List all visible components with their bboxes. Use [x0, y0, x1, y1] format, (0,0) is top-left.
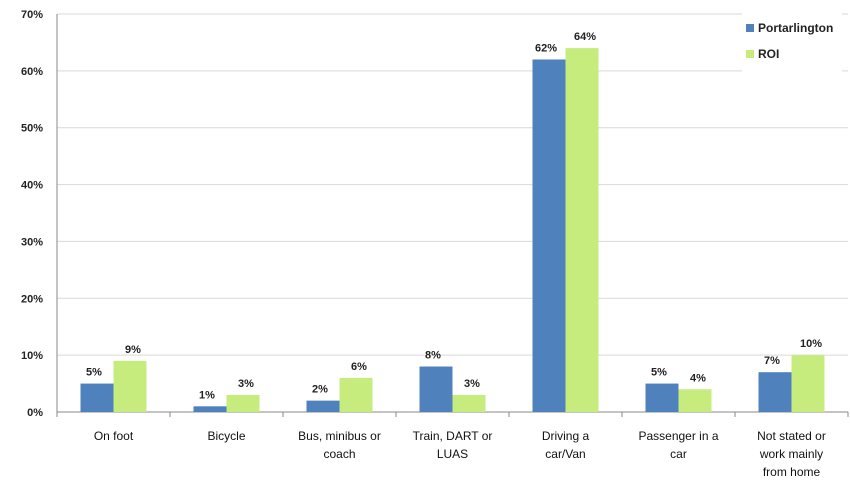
- bar-roi: [565, 48, 599, 412]
- data-label: 4%: [690, 372, 706, 384]
- y-tick-label: 0%: [27, 407, 43, 419]
- bar-roi: [226, 394, 260, 412]
- bar-roi: [339, 377, 373, 412]
- data-label: 5%: [651, 367, 667, 379]
- bar-portarlington: [758, 372, 792, 412]
- x-category-label: Driving a car/Van: [542, 429, 590, 461]
- y-tick-label: 50%: [21, 123, 43, 135]
- data-label: 64%: [574, 31, 596, 43]
- legend-label-portarlington: Portarlington: [758, 21, 834, 35]
- x-category-label: On foot: [94, 429, 134, 443]
- x-category-label: Train, DART or LUAS: [413, 429, 493, 461]
- y-tick-label: 10%: [21, 350, 43, 362]
- data-label: 3%: [464, 378, 480, 390]
- legend-item-roi: ROI: [746, 47, 779, 61]
- bar-portarlington: [419, 366, 453, 412]
- legend-swatch-roi: [746, 50, 754, 58]
- x-category-label: Not stated or work mainly from home: [757, 429, 826, 479]
- data-label: 62%: [535, 42, 557, 54]
- legend-item-portarlington: Portarlington: [746, 21, 833, 35]
- y-tick-label: 30%: [21, 236, 43, 248]
- y-tick-label: 40%: [21, 180, 43, 192]
- bar-portarlington: [80, 383, 114, 412]
- data-label: 3%: [238, 378, 254, 390]
- data-label: 1%: [199, 389, 215, 401]
- data-label: 2%: [312, 384, 328, 396]
- legend-label-roi: ROI: [758, 47, 780, 61]
- x-category-label: Bicycle: [207, 429, 245, 443]
- legend: Portarlington ROI: [742, 12, 842, 72]
- data-label: 6%: [351, 361, 367, 373]
- x-category-label: Bus, minibus or coach: [298, 429, 381, 461]
- legend-swatch-portarlington: [746, 24, 754, 32]
- data-label: 8%: [425, 350, 441, 362]
- y-tick-label: 20%: [21, 293, 43, 305]
- x-category-label: Passenger in a car: [638, 429, 718, 461]
- bar-portarlington: [645, 383, 679, 412]
- bar-portarlington: [306, 400, 340, 412]
- data-label: 10%: [800, 338, 822, 350]
- bar-roi: [452, 394, 486, 412]
- bar-roi: [791, 355, 825, 412]
- y-tick-label: 70%: [21, 9, 43, 21]
- bar-portarlington: [532, 59, 566, 412]
- bar-portarlington: [193, 406, 227, 412]
- y-tick-label: 60%: [21, 66, 43, 78]
- data-label: 7%: [764, 355, 780, 367]
- data-label: 9%: [125, 344, 141, 356]
- bar-roi: [678, 389, 712, 412]
- bar-roi: [113, 360, 147, 412]
- data-label: 5%: [86, 367, 102, 379]
